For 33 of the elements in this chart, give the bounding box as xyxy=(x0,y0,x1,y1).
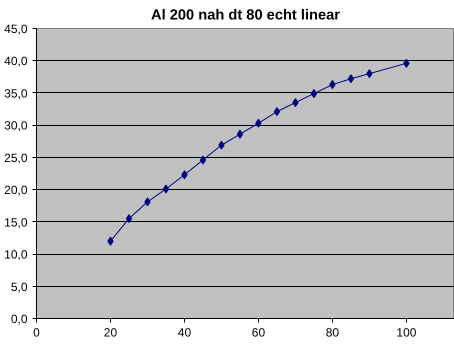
x-tick-label: 100 xyxy=(396,326,417,340)
point xyxy=(107,236,114,246)
point xyxy=(200,155,206,164)
y-tick-label: 10,0 xyxy=(4,248,28,262)
x-tick-label: 80 xyxy=(326,326,340,340)
point xyxy=(236,130,244,139)
y-tick-label: 40,0 xyxy=(4,54,28,68)
point xyxy=(329,80,336,90)
y-tick-label: 0,0 xyxy=(10,312,28,326)
y-tick-label: 15,0 xyxy=(4,215,28,230)
y-tick-label: 5,0 xyxy=(10,280,28,294)
point xyxy=(181,170,188,180)
point xyxy=(255,118,262,128)
x-tick-label: 0 xyxy=(33,326,40,340)
y-tick-label: 30,0 xyxy=(4,118,28,133)
point xyxy=(144,197,151,206)
point xyxy=(218,140,225,150)
point xyxy=(348,74,354,84)
x-tick-label: 20 xyxy=(104,326,118,340)
point xyxy=(310,89,318,98)
y-tick-label: 45,0 xyxy=(4,22,28,36)
point xyxy=(162,184,170,194)
y-tick-label: 20,0 xyxy=(4,183,28,198)
y-tick-label: 35,0 xyxy=(4,86,28,100)
point xyxy=(292,98,299,108)
x-tick-label: 40 xyxy=(178,326,192,340)
y-tick-label: 25,0 xyxy=(4,150,28,165)
point xyxy=(126,214,132,224)
point xyxy=(366,69,373,78)
x-tick-label: 60 xyxy=(252,326,266,340)
chart-title: Al 200 nah dt 80 echt linear xyxy=(151,8,340,24)
point xyxy=(274,107,280,116)
point xyxy=(403,58,410,68)
